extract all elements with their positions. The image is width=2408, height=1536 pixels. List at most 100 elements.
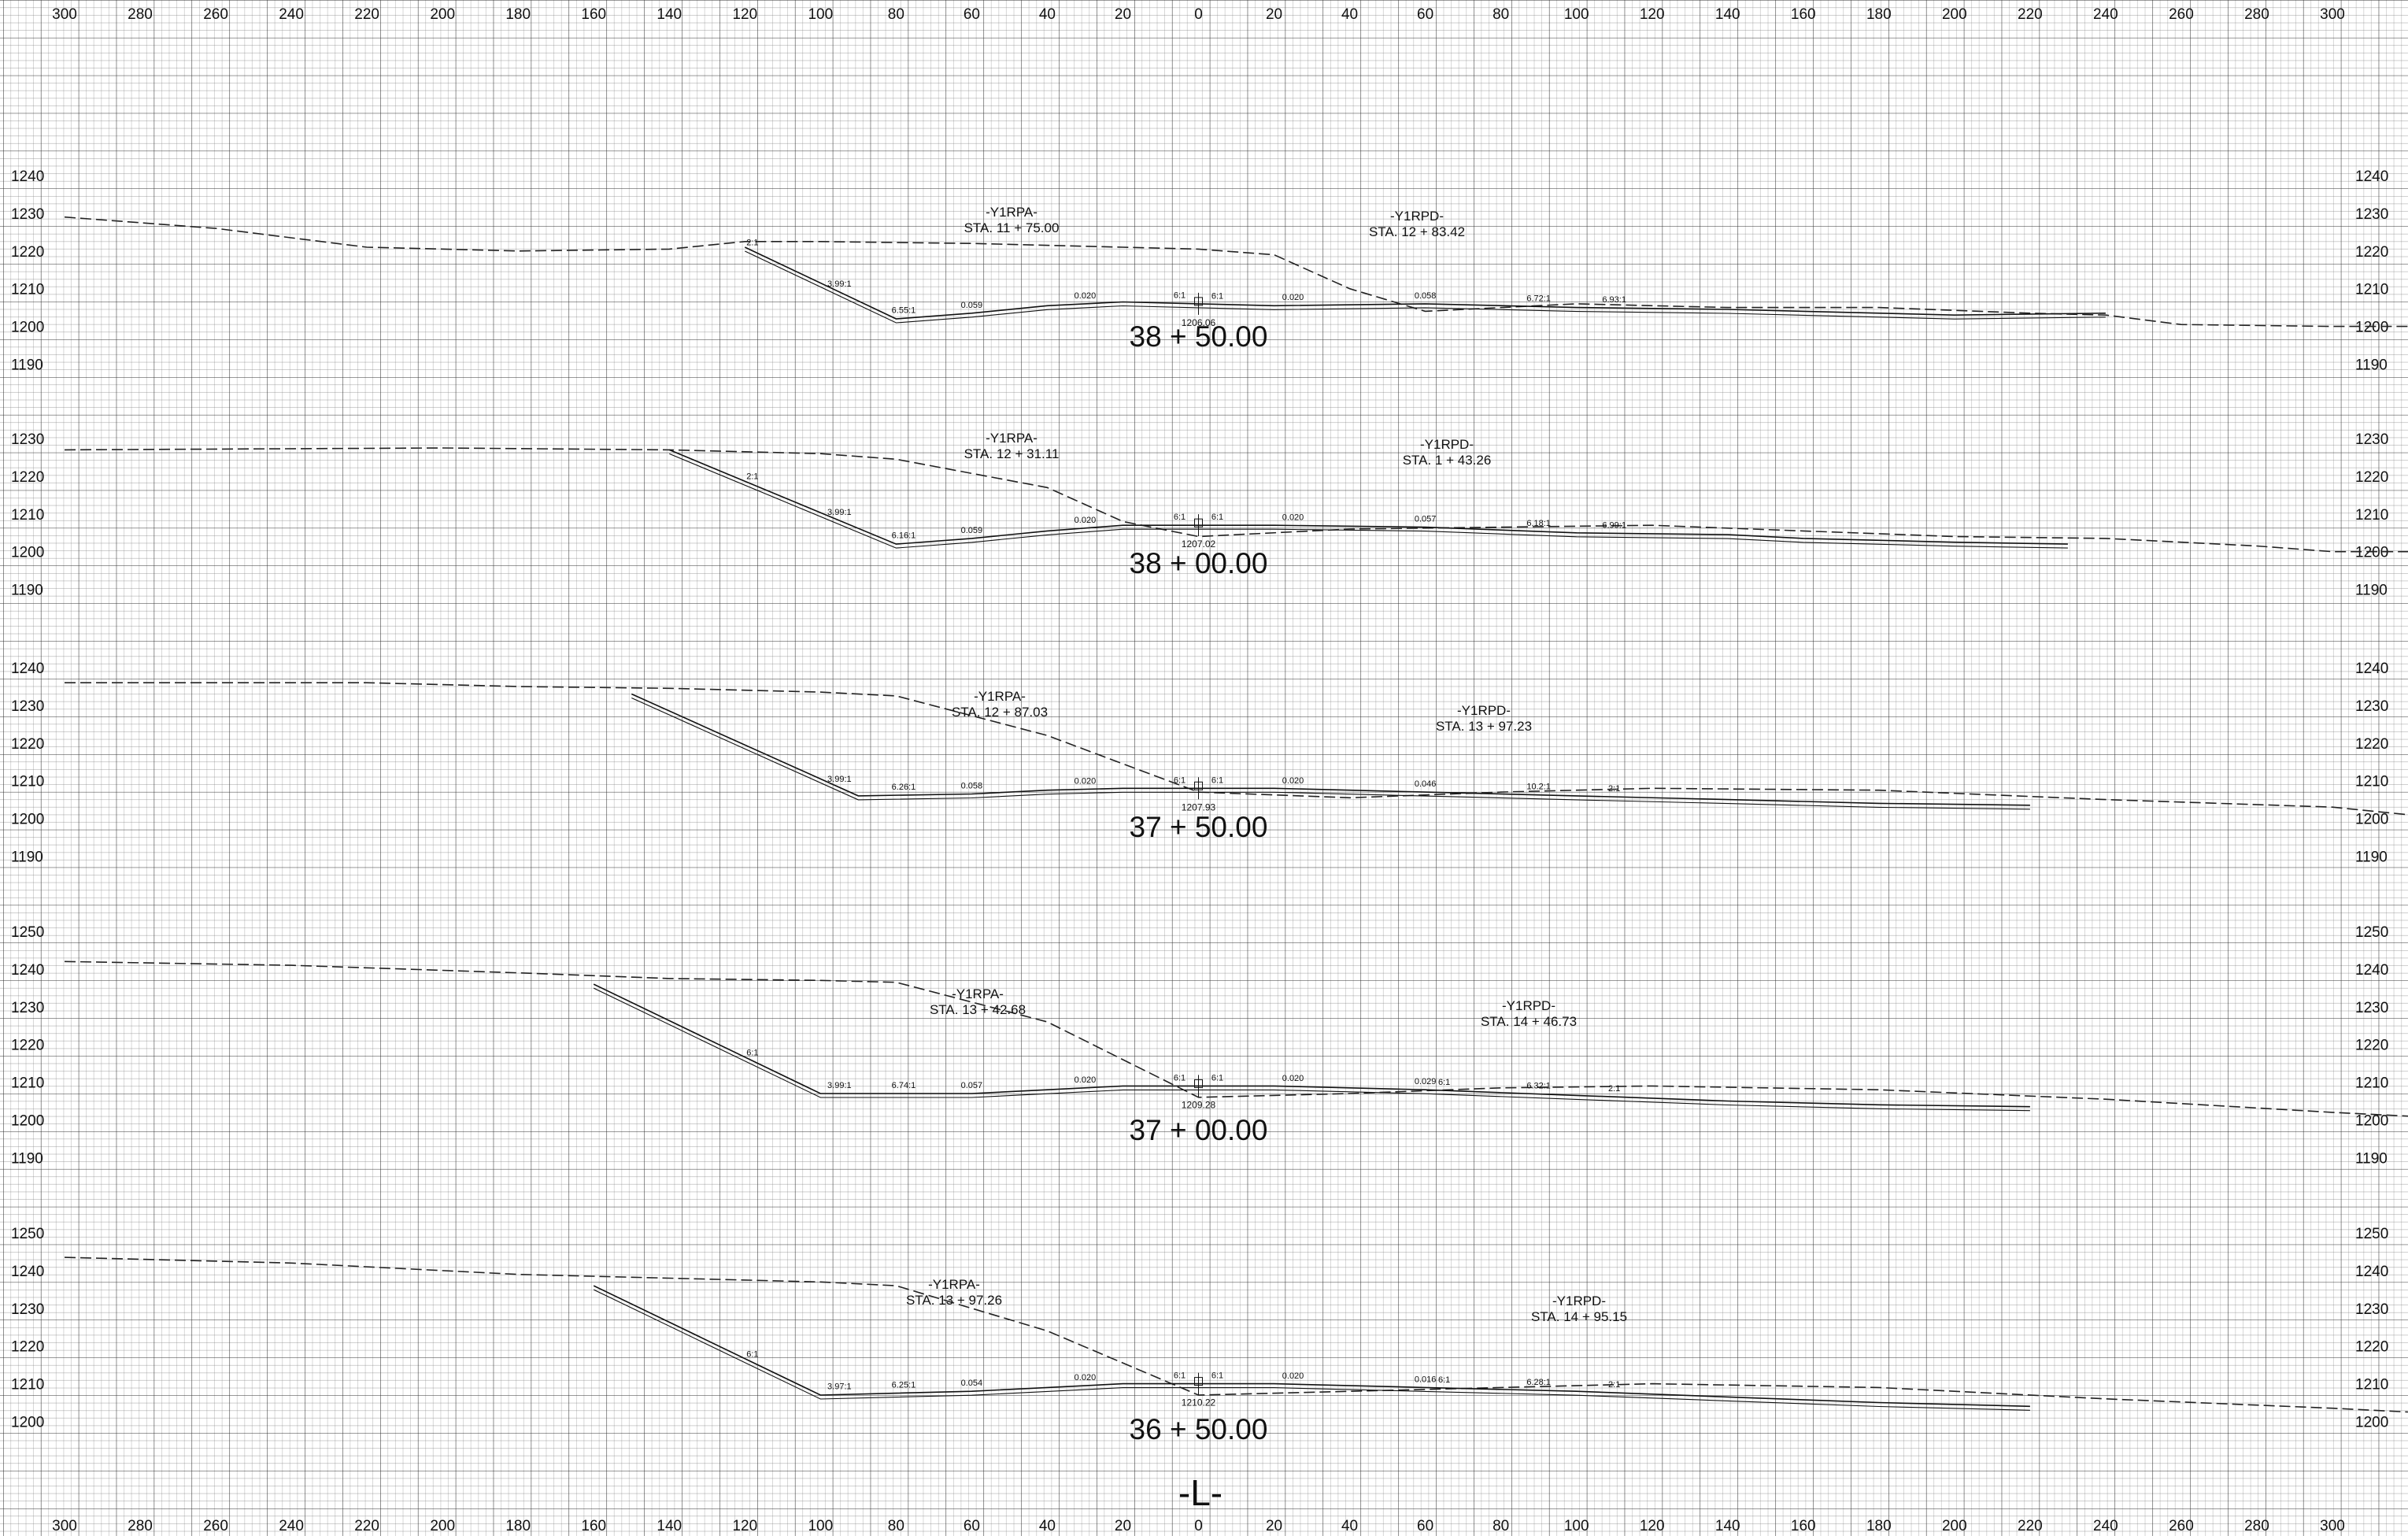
- offset-tick-label: 120: [732, 1518, 757, 1534]
- proposed-grade-line: [668, 449, 2068, 545]
- subgrade-line: [669, 453, 2068, 549]
- offset-tick-label: 220: [2018, 6, 2043, 23]
- offset-tick-label: 100: [808, 1518, 833, 1534]
- elevation-label-left: 1210: [11, 1377, 44, 1394]
- slope-label: 0.057: [1415, 515, 1437, 524]
- cross-sections: 1240 1240 1230 1230 1220 1220 1210 1210 1200 1200…: [11, 168, 2408, 1445]
- slope-label: 0.058: [961, 781, 983, 790]
- elevation-label-right: 1210: [2355, 282, 2388, 298]
- elevation-label-right: 1240: [2355, 661, 2388, 677]
- slope-label: 0.020: [1075, 291, 1097, 301]
- offset-tick-label: 20: [1115, 6, 1131, 23]
- slope-label: 6.16:1: [892, 531, 916, 540]
- right-ramp-station: STA. 12 + 83.42: [1369, 224, 1465, 239]
- slope-label: 0.016: [1415, 1375, 1437, 1384]
- right-ramp-name: -Y1RPD-: [1552, 1294, 1606, 1308]
- offset-tick-label: 60: [964, 1518, 980, 1534]
- offset-tick-label: 120: [1640, 1518, 1665, 1534]
- offset-tick-label: 80: [1493, 1518, 1509, 1534]
- left-ramp-name: -Y1RPA-: [986, 431, 1038, 446]
- offset-tick-label: 80: [888, 1518, 904, 1534]
- offset-tick-label: 140: [657, 1518, 682, 1534]
- elevation-label-right: 1220: [2355, 1339, 2388, 1356]
- slope-label: 6:1: [1438, 1078, 1450, 1087]
- elevation-label-right: 1230: [2355, 698, 2388, 715]
- slope-label: 0.020: [1075, 1075, 1097, 1085]
- offset-tick-label: 140: [657, 6, 682, 23]
- slope-label: 6:1: [1174, 1371, 1186, 1381]
- elevation-label-left: 1240: [11, 661, 44, 677]
- elevation-label-right: 1230: [2355, 1000, 2388, 1016]
- offset-tick-label: 200: [430, 1518, 455, 1534]
- offset-tick-label: 280: [2244, 6, 2269, 23]
- elevation-label-right: 1250: [2355, 924, 2388, 941]
- existing-ground-line: [64, 216, 2408, 328]
- elevation-label-right: 1200: [2355, 1415, 2388, 1431]
- centerline-elevation: 1209.28: [1182, 1099, 1216, 1110]
- cross-section: 1240 1240 1230 1230 1220 1220 1210 1210 1200 1200…: [11, 168, 2408, 374]
- cross-section: 1250 1250 1240 1240 1230 1230 1220 1220 1210 1210…: [11, 924, 2408, 1167]
- elevation-label-right: 1250: [2355, 1226, 2388, 1242]
- elevation-label-right: 1220: [2355, 244, 2388, 261]
- slope-label: 6:1: [1211, 513, 1223, 522]
- offset-tick-label: 240: [2093, 6, 2118, 23]
- slope-label: 6.93:1: [1602, 295, 1626, 305]
- slope-label: 3.99:1: [827, 775, 852, 784]
- elevation-label-right: 1200: [2355, 545, 2388, 561]
- left-ramp-name: -Y1RPA-: [952, 986, 1004, 1001]
- elevation-label-right: 1230: [2355, 1301, 2388, 1318]
- elevation-label-left: 1200: [11, 1415, 44, 1431]
- slope-label: 6.28:1: [1526, 1378, 1551, 1387]
- right-ramp-station: STA. 14 + 46.73: [1481, 1014, 1577, 1029]
- offset-tick-label: 120: [1640, 6, 1665, 23]
- slope-label: 3.99:1: [827, 508, 852, 517]
- subgrade-line: [631, 697, 2030, 810]
- elevation-label-right: 1220: [2355, 736, 2388, 753]
- slope-label: 6:1: [746, 1048, 758, 1057]
- offset-tick-label: 100: [808, 6, 833, 23]
- left-ramp-name: -Y1RPA-: [928, 1277, 980, 1292]
- left-ramp-name: -Y1RPA-: [986, 205, 1038, 220]
- centerline-elevation: 1207.93: [1182, 801, 1216, 812]
- elevation-label-left: 1210: [11, 1075, 44, 1092]
- right-ramp-name: -Y1RPD-: [1420, 437, 1474, 452]
- slope-label: 6.25:1: [892, 1380, 916, 1390]
- offset-tick-label: 220: [354, 1518, 379, 1534]
- offset-tick-label: 300: [2320, 6, 2345, 23]
- slope-label: 0.020: [1075, 1373, 1097, 1382]
- elevation-label-right: 1200: [2355, 320, 2388, 336]
- cross-section: 1240 1240 1230 1230 1220 1220 1210 1210 1200 1200…: [11, 661, 2408, 866]
- station-label: 37 + 50.00: [1130, 811, 1268, 843]
- elevation-label-left: 1240: [11, 1264, 44, 1280]
- proposed-grade-line: [593, 983, 2030, 1108]
- cross-section: 1250 1250 1240 1240 1230 1230 1220 1220 1210 1210…: [11, 1226, 2408, 1445]
- offset-tick-label: 240: [279, 1518, 304, 1534]
- offset-tick-label: 160: [581, 1518, 606, 1534]
- offset-tick-label: 200: [430, 6, 455, 23]
- elevation-label-left: 1220: [11, 1038, 44, 1054]
- subgrade-line: [745, 250, 2106, 324]
- offset-tick-label: 260: [2169, 6, 2194, 23]
- offset-tick-label: 0: [1194, 1518, 1203, 1534]
- slope-label: 3.99:1: [827, 279, 852, 289]
- elevation-label-right: 1210: [2355, 774, 2388, 790]
- slope-label: 0.020: [1075, 516, 1097, 525]
- slope-label: 6.26:1: [892, 783, 916, 792]
- right-ramp-name: -Y1RPD-: [1457, 703, 1511, 718]
- offset-tick-label: 300: [52, 1518, 77, 1534]
- offset-tick-label: 260: [203, 1518, 228, 1534]
- slope-label: 2:1: [1608, 784, 1620, 794]
- slope-label: 6.99:1: [1602, 520, 1626, 530]
- elevation-label-left: 1220: [11, 469, 44, 486]
- offset-tick-label: 40: [1341, 1518, 1358, 1534]
- slope-label: 6:1: [1211, 1371, 1223, 1381]
- slope-label: 6:1: [1174, 775, 1186, 785]
- subgrade-line: [593, 1289, 2030, 1411]
- elevation-label-left: 1200: [11, 545, 44, 561]
- slope-label: 6.55:1: [892, 305, 916, 315]
- elevation-label-left: 1220: [11, 736, 44, 753]
- offset-tick-label: 160: [1791, 6, 1816, 23]
- existing-ground-line: [64, 1257, 2408, 1413]
- centerline-elevation: 1207.02: [1182, 539, 1216, 550]
